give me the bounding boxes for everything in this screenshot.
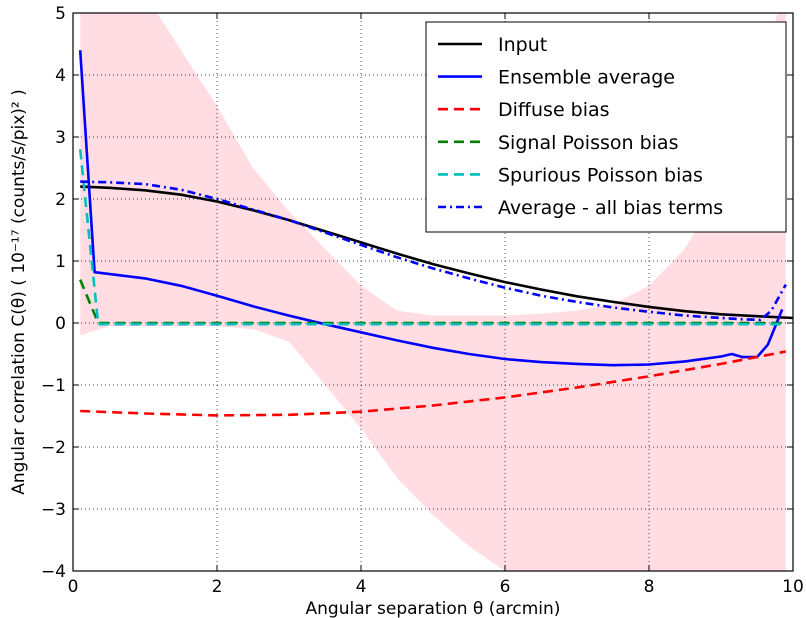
legend-label: Diffuse bias <box>498 99 610 121</box>
x-tick-label: 2 <box>212 577 223 597</box>
legend-label: Ensemble average <box>498 67 675 89</box>
y-axis-label: Angular correlation C(θ) ( 10⁻¹⁷ (counts… <box>9 89 29 495</box>
y-tick-label: 4 <box>55 66 66 86</box>
series-line-average-all-bias-terms <box>80 180 787 322</box>
y-tick-label: −2 <box>41 438 66 458</box>
y-tick-label: −1 <box>41 376 66 396</box>
x-tick-label: 4 <box>356 577 367 597</box>
uncertainty-band <box>80 13 786 571</box>
series-line-input <box>80 185 793 320</box>
legend-label: Signal Poisson bias <box>498 132 678 154</box>
plot-frame <box>72 12 794 572</box>
series-line-ensemble-average <box>78 50 784 367</box>
legend-box <box>425 21 787 233</box>
y-tick-label: 0 <box>55 314 66 334</box>
legend-label: Average - all bias terms <box>498 197 723 219</box>
legend-label: Input <box>498 34 547 56</box>
x-tick-label: 0 <box>68 577 79 597</box>
legend: Input Ensemble average Diffuse bias Signal … <box>425 21 787 233</box>
y-tick-label: −4 <box>41 562 66 582</box>
x-axis-label: Angular separation θ (arcmin) <box>306 599 561 618</box>
y-tick-label: −3 <box>41 500 66 520</box>
x-tick-label: 8 <box>644 577 655 597</box>
y-tick-label: 1 <box>55 252 66 272</box>
series-line-spurious-poisson-bias <box>78 149 786 326</box>
x-tick-label: 10 <box>782 577 804 597</box>
series-line-diffuse-bias <box>80 350 787 417</box>
y-tick-label: 3 <box>55 128 66 148</box>
y-tick-label: 2 <box>55 190 66 210</box>
x-tick-label: 6 <box>500 577 511 597</box>
legend-label: Spurious Poisson bias <box>498 164 703 186</box>
y-tick-label: 5 <box>55 4 66 24</box>
